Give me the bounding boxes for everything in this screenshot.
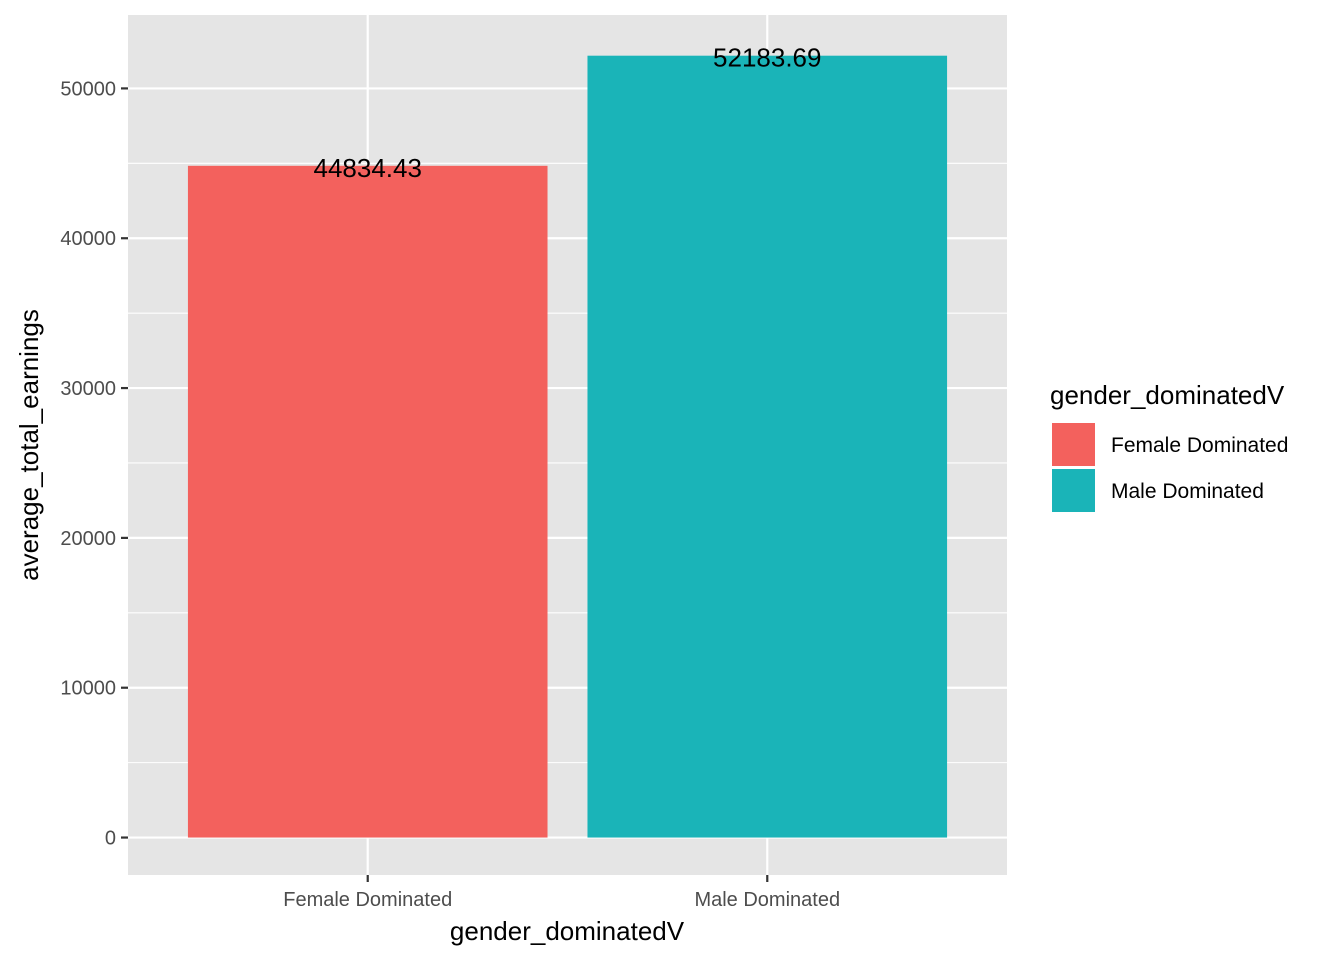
- bar-male-dominated: [587, 55, 948, 838]
- legend-label: Female Dominated: [1111, 434, 1288, 457]
- data-labels: 44834.43 52183.69: [314, 43, 822, 183]
- y-tick-label: 10000: [60, 678, 116, 700]
- y-tick-label: 0: [105, 828, 116, 850]
- legend-label: Male Dominated: [1111, 480, 1264, 503]
- data-label: 44834.43: [314, 153, 422, 183]
- y-tick-label: 50000: [60, 78, 116, 100]
- x-axis: Female Dominated Male Dominated: [283, 875, 840, 911]
- bars: [187, 55, 948, 838]
- legend: gender_dominatedV Female Dominated Male D…: [1050, 380, 1288, 512]
- y-axis: 0 10000 20000 30000 40000 50000: [60, 78, 128, 850]
- legend-title: gender_dominatedV: [1050, 380, 1285, 410]
- legend-swatch: [1052, 423, 1095, 466]
- x-tick-label: Female Dominated: [283, 889, 452, 911]
- legend-swatch: [1052, 469, 1095, 512]
- y-tick-label: 30000: [60, 378, 116, 400]
- x-axis-title: gender_dominatedV: [450, 916, 685, 946]
- y-tick-label: 40000: [60, 228, 116, 250]
- x-tick-label: Male Dominated: [694, 889, 840, 911]
- bar-female-dominated: [187, 165, 548, 838]
- y-tick-label: 20000: [60, 528, 116, 550]
- data-label: 52183.69: [713, 43, 821, 73]
- y-axis-title: average_total_earnings: [14, 309, 44, 581]
